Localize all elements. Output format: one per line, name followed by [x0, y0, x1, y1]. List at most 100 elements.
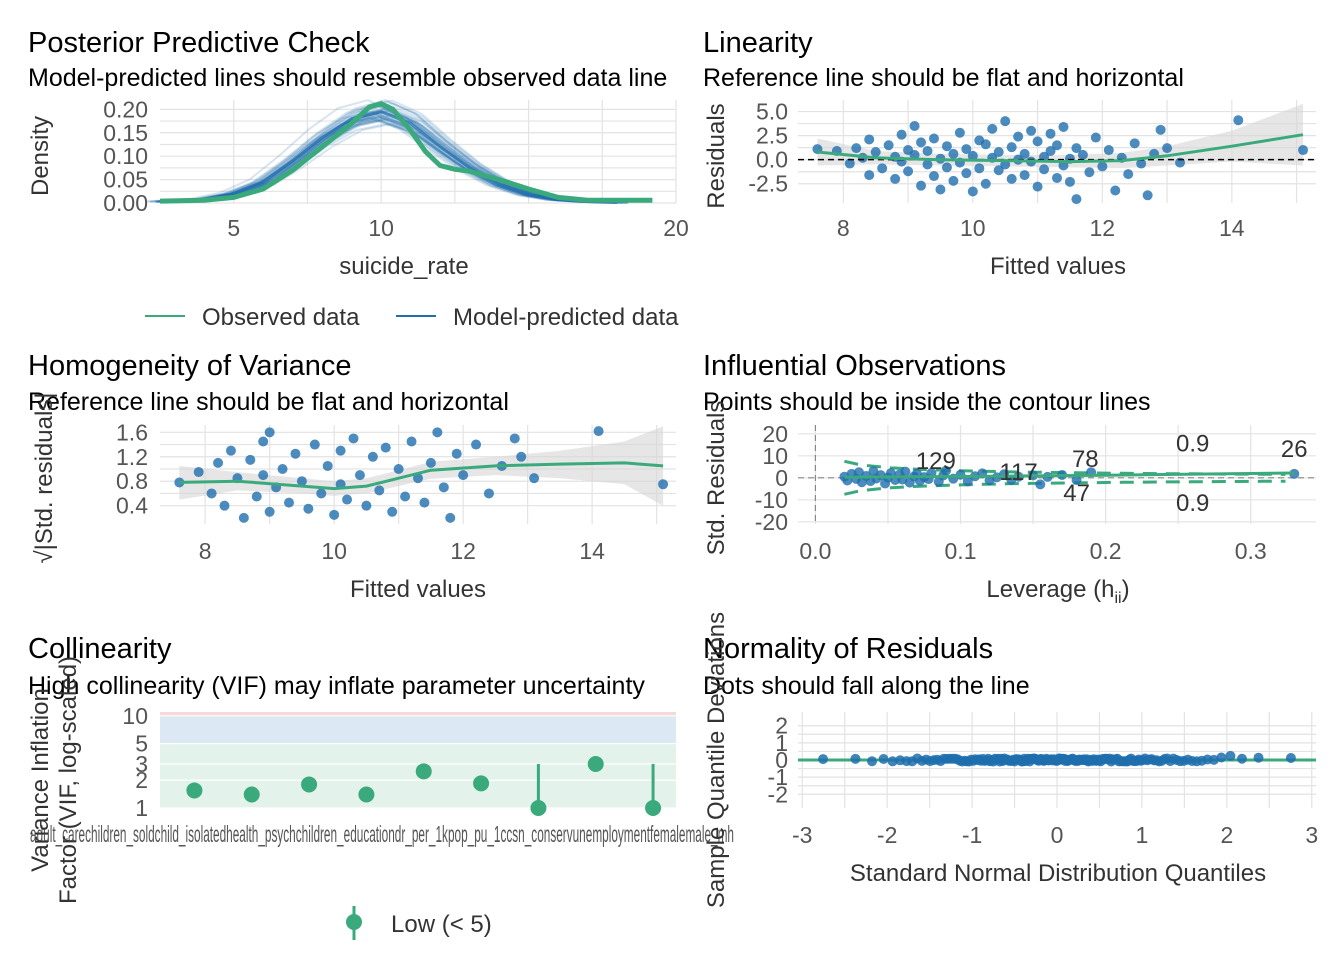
hom-point-10: [258, 436, 269, 447]
vif-point-children_education: [415, 763, 432, 780]
lin-point-68: [1077, 149, 1088, 160]
lin-point-30: [954, 127, 965, 138]
ppc-x-tick-3: 20: [663, 215, 689, 241]
hom-point-28: [354, 470, 365, 481]
inf-point-27: [941, 465, 951, 476]
lin-point-23: [928, 133, 939, 144]
normality-points: [818, 750, 1296, 767]
inf-point-label-4: 26: [1281, 436, 1308, 463]
lin-point-18: [916, 180, 927, 191]
hom-point-24: [335, 445, 346, 456]
ppc-y-tick-4: 0.20: [103, 96, 148, 122]
ppc-y-tick-labels: 0.000.050.100.150.20: [103, 96, 148, 216]
lin-point-26: [941, 141, 952, 152]
inf-y-tick-0: -20: [755, 509, 788, 535]
hom-point-26: [342, 494, 353, 505]
lin-point-73: [1110, 185, 1121, 196]
lin-point-11: [890, 173, 901, 184]
hom-point-42: [445, 512, 456, 523]
lin-point-51: [1019, 148, 1030, 159]
hom-point-15: [277, 464, 288, 474]
hom-point-5: [225, 445, 236, 456]
collinearity-category-labels: adult_carechildren_soldchild_isolatedhea…: [30, 821, 734, 847]
hom-point-36: [406, 436, 417, 447]
hom-point-30: [367, 451, 378, 462]
lin-point-15: [903, 166, 914, 177]
lin-point-77: [1136, 158, 1147, 169]
panel-linearity: Linearity Reference line should be flat …: [703, 27, 1316, 280]
vif-point-dr_per_1k: [473, 775, 490, 792]
inf-point-44: [1289, 468, 1300, 479]
lin-point-25: [935, 184, 946, 195]
lin-point-69: [1084, 167, 1095, 178]
nor-point-2: [867, 756, 878, 767]
lin-x-tick-3: 14: [1219, 215, 1245, 241]
lin-point-16: [909, 120, 920, 131]
nor-x-tick-2: -1: [962, 822, 982, 848]
lin-y-tick-2: 2.5: [756, 123, 788, 149]
hom-point-16: [284, 497, 294, 508]
hom-x-tick-0: 8: [199, 538, 212, 564]
influential-title: Influential Observations: [703, 350, 1006, 382]
ppc-predicted-draw-11: [149, 110, 608, 204]
nor-y-tick-2: 0: [775, 747, 788, 773]
ppc-y-tick-2: 0.10: [103, 143, 148, 169]
lin-point-54: [1032, 136, 1043, 147]
lin-point-28: [948, 148, 959, 159]
hom-point-52: [658, 479, 669, 490]
hom-point-33: [387, 506, 398, 517]
col-y-tick-1: 3: [135, 751, 148, 777]
influential-contour-label-lower: 0.9: [1176, 490, 1209, 517]
inf-y-tick-3: 10: [762, 443, 788, 469]
normality-subtitle: Dots should fall along the line: [703, 672, 1030, 700]
lin-point-9: [883, 140, 894, 151]
lin-point-70: [1090, 132, 1101, 143]
ppc-y-axis-label: Density: [27, 116, 54, 196]
ppc-x-tick-2: 15: [516, 215, 542, 241]
inf-point-label-1: 117: [999, 459, 1037, 486]
influential-y-axis-label: Std. Residuals: [703, 401, 730, 556]
influential-subtitle: Points should be inside the contour line…: [703, 388, 1151, 416]
lin-point-44: [1000, 116, 1011, 127]
influential-smooth-line: [844, 471, 1295, 479]
inf-point-17: [900, 466, 911, 477]
nor-y-tick-3: 1: [775, 730, 788, 756]
inf-point-42: [1071, 475, 1082, 485]
hom-point-19: [303, 503, 314, 514]
linearity-y-tick-labels: -2.50.02.55.0: [748, 99, 788, 197]
nor-point-166: [1225, 750, 1236, 761]
lin-point-42: [993, 165, 1004, 176]
ppc-predicted-lines: [146, 99, 629, 204]
lin-point-61: [1052, 140, 1062, 151]
lin-point-35: [967, 186, 978, 197]
lin-point-55: [1032, 181, 1043, 192]
vif-zone-moderate: [160, 715, 676, 744]
inf-y-tick-1: -10: [755, 487, 788, 513]
homogeneity-x-tick-labels: 8 10 12 14: [199, 538, 605, 564]
hom-point-12: [264, 506, 275, 517]
ppc-predicted-draw-29: [156, 112, 614, 204]
lin-y-tick-0: -2.5: [748, 171, 788, 197]
lin-point-33: [961, 168, 972, 179]
inf-y-tick-2: 0: [775, 465, 788, 491]
vif-point-children_sold: [243, 786, 260, 803]
lin-point-75: [1123, 169, 1134, 180]
ppc-observed-line: [159, 101, 653, 204]
hom-point-46: [483, 488, 494, 499]
lin-point-76: [1129, 138, 1140, 149]
influential-x-tick-labels: 0.0 0.1 0.2 0.3: [799, 538, 1266, 564]
nor-x-tick-5: 2: [1220, 822, 1233, 848]
nor-point-168: [1253, 752, 1264, 763]
hom-point-11: [258, 470, 269, 481]
hom-point-4: [219, 500, 230, 511]
lin-point-71: [1097, 161, 1108, 172]
hom-point-17: [290, 448, 301, 459]
ppc-x-tick-labels: 5 10 15 20: [227, 215, 688, 241]
lin-point-65: [1064, 176, 1075, 187]
ppc-predicted-draw-17: [150, 116, 608, 204]
collinearity-legend: Low (< 5): [346, 906, 492, 940]
hom-point-21: [316, 488, 327, 499]
